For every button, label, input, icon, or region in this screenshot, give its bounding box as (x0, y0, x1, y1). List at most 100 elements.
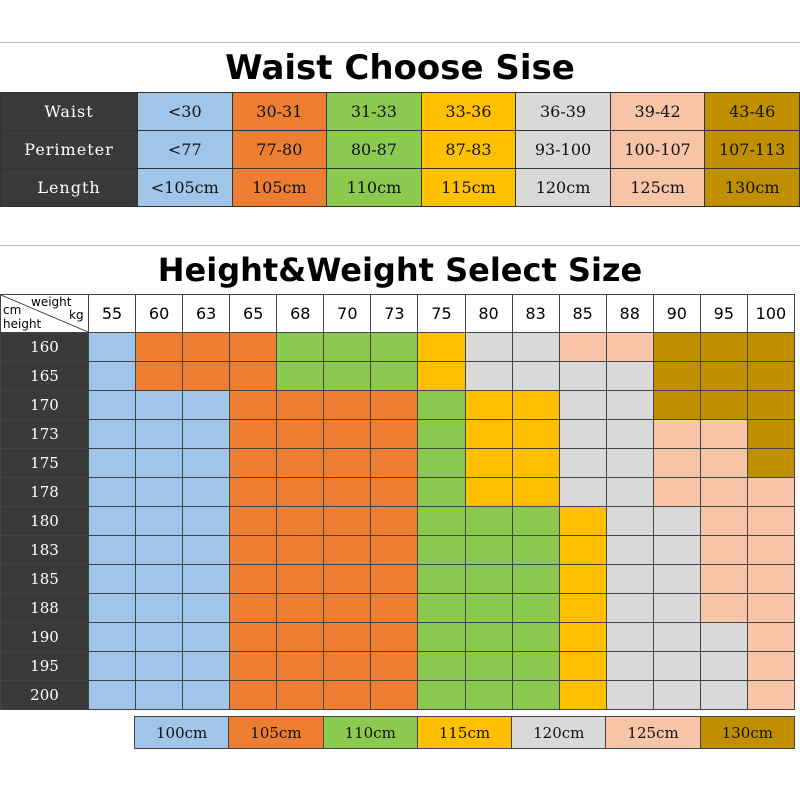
height-row: 183 (0, 535, 796, 565)
size-color-cell (652, 651, 701, 681)
size-color-cell (370, 361, 419, 391)
size-color-cell (605, 332, 654, 362)
height-row: 180 (0, 506, 796, 536)
size-color-cell (323, 477, 372, 507)
size-color-cell (605, 506, 654, 536)
size-color-cell (370, 332, 419, 362)
size-color-cell (87, 564, 137, 594)
size-color-cell (87, 651, 137, 681)
size-color-cell (652, 448, 701, 478)
size-color-cell (746, 593, 796, 623)
size-color-cell (276, 622, 325, 652)
waist-size-table: Waist <30 30-31 31-33 33-36 36-39 39-42 43-46 Pe… (0, 92, 800, 207)
size-color-cell (417, 419, 466, 449)
size-color-cell (652, 564, 701, 594)
height-row: 175 (0, 448, 796, 478)
weight-column-header: 65 (229, 294, 278, 333)
size-color-cell (746, 622, 796, 652)
size-color-cell (370, 593, 419, 623)
size-color-cell (87, 332, 137, 362)
size-color-cell (464, 361, 513, 391)
waist-table-cell: 33-36 (420, 92, 517, 131)
size-color-cell (370, 477, 419, 507)
height-row: 170 (0, 390, 796, 420)
corner-cm-label: cm (3, 303, 22, 317)
size-color-cell (135, 651, 184, 681)
height-row: 185 (0, 564, 796, 594)
size-color-cell (229, 622, 278, 652)
size-color-cell (87, 680, 137, 710)
height-row-label: 180 (0, 506, 89, 536)
height-row-label: 160 (0, 332, 89, 362)
size-color-cell (464, 506, 513, 536)
size-color-cell (605, 680, 654, 710)
size-color-cell (652, 680, 701, 710)
size-color-cell (699, 477, 748, 507)
size-color-cell (464, 651, 513, 681)
height-row: 200 (0, 680, 796, 710)
size-color-cell (746, 506, 796, 536)
size-color-cell (182, 680, 231, 710)
size-color-cell (370, 680, 419, 710)
size-color-cell (417, 506, 466, 536)
legend-length-cell: 100cm (133, 716, 230, 749)
size-color-cell (699, 506, 748, 536)
size-color-cell (699, 564, 748, 594)
size-color-cell (276, 332, 325, 362)
size-color-cell (135, 506, 184, 536)
legend-length-cell: 120cm (511, 716, 607, 749)
size-color-cell (558, 651, 607, 681)
legend-length-cell: 125cm (605, 716, 701, 749)
size-color-cell (699, 361, 748, 391)
size-color-cell (464, 593, 513, 623)
size-color-cell (417, 680, 466, 710)
size-color-cell (558, 477, 607, 507)
waist-table-cell: 120cm (515, 168, 611, 207)
size-color-cell (464, 535, 513, 565)
waist-table-cell: 31-33 (326, 92, 422, 131)
size-color-cell (323, 564, 372, 594)
size-color-cell (652, 419, 701, 449)
height-weight-table: weight kg cm height 55 60 63 65 68 70 73 75 80 83… (0, 294, 796, 710)
size-color-cell (605, 419, 654, 449)
size-color-cell (511, 651, 560, 681)
size-color-cell (370, 448, 419, 478)
size-color-cell (370, 564, 419, 594)
weight-column-header: 73 (370, 294, 419, 333)
legend-length-cell: 105cm (228, 716, 324, 749)
size-color-cell (558, 535, 607, 565)
height-weight-title: Height&Weight Select Size (0, 245, 800, 294)
size-color-cell (746, 477, 796, 507)
diagonal-divider-icon (1, 295, 88, 332)
size-color-cell (417, 651, 466, 681)
weight-column-header: 68 (276, 294, 325, 333)
size-color-cell (182, 622, 231, 652)
waist-table-cell: 110cm (326, 168, 422, 207)
size-color-cell (135, 477, 184, 507)
size-color-cell (605, 593, 654, 623)
size-color-cell (511, 332, 560, 362)
waist-table-cell: 36-39 (515, 92, 611, 131)
size-color-cell (652, 390, 701, 420)
height-row: 190 (0, 622, 796, 652)
size-color-cell (323, 419, 372, 449)
size-color-cell (464, 448, 513, 478)
weight-column-header: 80 (464, 294, 513, 333)
size-color-cell (605, 564, 654, 594)
size-color-cell (135, 593, 184, 623)
size-color-cell (605, 448, 654, 478)
waist-row-label: Perimeter (0, 130, 138, 169)
weight-column-header: 85 (558, 294, 607, 333)
size-color-cell (182, 477, 231, 507)
size-color-cell (182, 564, 231, 594)
size-color-cell (182, 506, 231, 536)
size-color-cell (511, 593, 560, 623)
corner-weight-label: weight (31, 295, 72, 309)
size-color-cell (558, 332, 607, 362)
size-color-cell (182, 390, 231, 420)
size-color-cell (135, 535, 184, 565)
size-color-cell (746, 419, 796, 449)
size-color-cell (417, 448, 466, 478)
size-color-cell (605, 477, 654, 507)
corner-height-label: height (3, 317, 42, 331)
